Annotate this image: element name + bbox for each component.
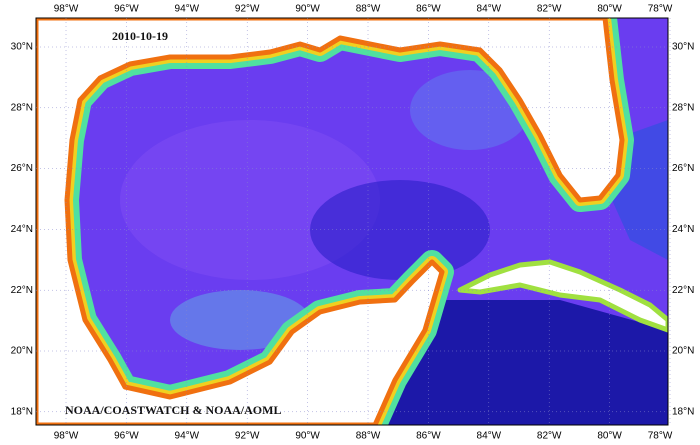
- date-stamp: 2010-10-19: [112, 29, 168, 43]
- lon-label-bottom: 84°W: [477, 431, 502, 442]
- ocean-tone: [310, 180, 490, 280]
- lon-label-top: 90°W: [295, 4, 320, 15]
- lon-label-top: 80°W: [597, 4, 622, 15]
- lon-label-bottom: 80°W: [597, 431, 622, 442]
- lon-label-bottom: 88°W: [356, 431, 381, 442]
- lon-label-top: 98°W: [54, 4, 79, 15]
- lat-label-right: 28°N: [672, 102, 694, 113]
- lon-label-top: 82°W: [537, 4, 562, 15]
- map-image: [36, 18, 668, 425]
- lon-label-bottom: 94°W: [175, 431, 200, 442]
- lon-label-bottom: 98°W: [54, 431, 79, 442]
- lat-label-left: 30°N: [11, 42, 33, 53]
- caribbean: [380, 300, 668, 425]
- lon-label-bottom: 82°W: [537, 431, 562, 442]
- lat-label-right: 20°N: [672, 346, 694, 357]
- lon-label-bottom: 78°W: [648, 431, 673, 442]
- map-frame: [35, 17, 669, 426]
- lat-label-right: 26°N: [672, 163, 694, 174]
- lon-label-top: 84°W: [477, 4, 502, 15]
- lon-label-bottom: 90°W: [295, 431, 320, 442]
- lat-label-left: 24°N: [11, 224, 33, 235]
- lat-label-right: 18°N: [672, 406, 694, 417]
- lon-label-top: 86°W: [416, 4, 441, 15]
- lat-label-left: 18°N: [11, 406, 33, 417]
- lon-label-top: 78°W: [648, 4, 673, 15]
- lat-label-right: 24°N: [672, 224, 694, 235]
- lon-label-top: 94°W: [175, 4, 200, 15]
- lat-label-left: 26°N: [11, 163, 33, 174]
- lat-label-left: 22°N: [11, 285, 33, 296]
- lon-label-bottom: 92°W: [235, 431, 260, 442]
- credit: NOAA/COASTWATCH & NOAA/AOML: [65, 403, 281, 417]
- lat-label-left: 20°N: [11, 346, 33, 357]
- lon-label-top: 96°W: [114, 4, 139, 15]
- lon-label-top: 88°W: [356, 4, 381, 15]
- land: [36, 18, 668, 425]
- lat-label-right: 30°N: [672, 42, 694, 53]
- lat-label-left: 28°N: [11, 102, 33, 113]
- lon-label-top: 92°W: [235, 4, 260, 15]
- lat-label-right: 22°N: [672, 285, 694, 296]
- lon-label-bottom: 96°W: [114, 431, 139, 442]
- lon-label-bottom: 86°W: [416, 431, 441, 442]
